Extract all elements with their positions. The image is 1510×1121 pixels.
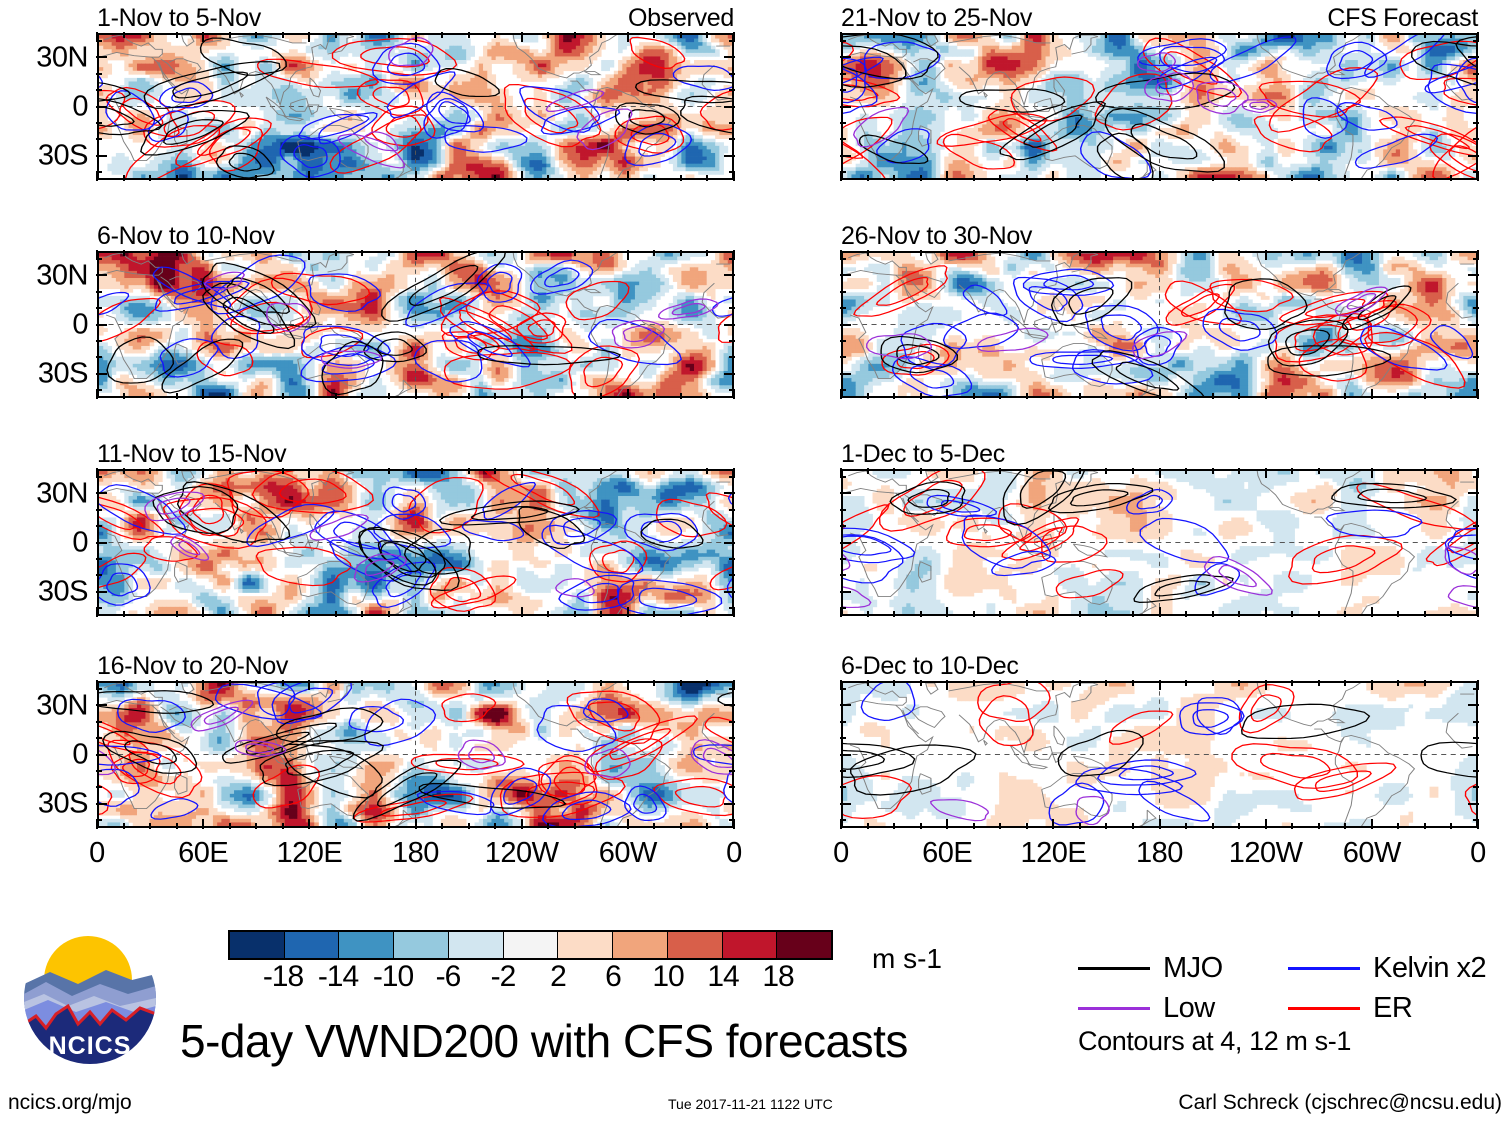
column-header-left: Observed	[628, 5, 734, 31]
panel-title-fcs-1: 21-Nov to 25-Nov	[841, 5, 1032, 31]
y-axis-label-0: 0	[72, 740, 88, 769]
map-plot-area-obs-1	[97, 33, 734, 180]
map-panel-obs-1: 1-Nov to 5-Nov Observed 30N 0 30S	[36, 5, 735, 181]
colorbar-tick-7: 10	[652, 962, 684, 992]
legend-item-kelvin-x2: Kelvin x2	[1288, 953, 1498, 983]
y-axis-label-0: 0	[72, 310, 88, 339]
colorbar-segment-3	[394, 932, 449, 958]
panel-title-fcs-4: 6-Dec to 10-Dec	[841, 653, 1019, 679]
panel-title-fcs-2: 26-Nov to 30-Nov	[841, 223, 1032, 249]
map-plot-area-obs-3	[97, 469, 734, 616]
ncics-logo: NCICS	[20, 928, 160, 1068]
map-panel-obs-4: 16-Nov to 20-Nov 30N 0 30S 0 60E 120E 180 120W 60…	[36, 653, 742, 868]
footer-link[interactable]: ncics.org/mjo	[8, 1092, 132, 1113]
map-panel-fcs-1: 21-Nov to 25-Nov CFS Forecast	[840, 5, 1479, 181]
y-axis-label-30S: 30S	[38, 577, 89, 606]
x-axis-label-left-1: 60E	[178, 839, 229, 868]
colorbar-units-label: m s-1	[872, 945, 942, 973]
contour-legend: MJO Kelvin x2 Low ER	[1078, 948, 1498, 1028]
x-axis-label-left-5: 60W	[599, 839, 658, 868]
x-axis-label-right-3: 180	[1136, 839, 1183, 868]
x-axis-label-right-5: 60W	[1343, 839, 1402, 868]
x-axis-label-left-0: 0	[89, 839, 105, 868]
logo-text: NCICS	[49, 1032, 132, 1060]
y-axis-label-0: 0	[72, 528, 88, 557]
panel-title-obs-2: 6-Nov to 10-Nov	[97, 223, 275, 249]
colorbar-tick-3: -6	[436, 962, 462, 992]
colorbar-tick-8: 14	[707, 962, 739, 992]
legend-line-swatch	[1288, 966, 1360, 970]
colorbar-gradient	[228, 930, 833, 960]
legend-label: Kelvin x2	[1373, 953, 1487, 983]
colorbar-segment-9	[722, 932, 778, 958]
x-axis-label-left-4: 120W	[485, 839, 559, 868]
x-axis-label-right-2: 120E	[1020, 839, 1086, 868]
footer-timestamp: Tue 2017-11-21 1122 UTC	[668, 1097, 833, 1111]
legend-label: Low	[1163, 993, 1215, 1023]
map-plot-area-obs-2	[97, 251, 734, 398]
x-axis-label-right-0: 0	[833, 839, 849, 868]
colorbar-tick-0: -18	[263, 962, 304, 992]
legend-item-low: Low	[1078, 993, 1288, 1023]
x-axis-label-left-3: 180	[392, 839, 439, 868]
map-panel-fcs-3: 1-Dec to 5-Dec	[840, 441, 1479, 617]
y-axis-label-30N: 30N	[36, 691, 88, 720]
map-plot-area-obs-4	[97, 681, 734, 828]
colorbar-tick-4: -2	[491, 962, 517, 992]
colorbar-segment-10	[777, 932, 832, 958]
colorbar-tick-5: 2	[550, 962, 567, 992]
y-axis-label-30N: 30N	[36, 43, 88, 72]
colorbar-segment-6	[558, 932, 614, 958]
colorbar-segment-1	[284, 932, 340, 958]
colorbar-segment-4	[448, 932, 504, 958]
y-axis-label-30N: 30N	[36, 479, 88, 508]
panel-title-obs-4: 16-Nov to 20-Nov	[97, 653, 288, 679]
footer-author: Carl Schreck (cjschrec@ncsu.edu)	[1178, 1092, 1502, 1113]
legend-row: Low ER	[1078, 988, 1498, 1028]
column-header-right: CFS Forecast	[1327, 5, 1478, 31]
legend-label: MJO	[1163, 953, 1223, 983]
panel-title-obs-1: 1-Nov to 5-Nov	[97, 5, 261, 31]
page-title: 5-day VWND200 with CFS forecasts	[180, 1016, 1060, 1066]
y-axis-label-0: 0	[72, 92, 88, 121]
legend-line-swatch	[1288, 1006, 1360, 1010]
x-axis-label-right-1: 60E	[922, 839, 973, 868]
legend-item-er: ER	[1288, 993, 1498, 1023]
colorbar-tick-6: 6	[605, 962, 622, 992]
map-plot-area-fcs-2	[841, 251, 1478, 398]
y-axis-label-30S: 30S	[38, 141, 89, 170]
map-plot-area-fcs-3	[841, 469, 1478, 616]
legend-line-swatch	[1078, 966, 1150, 970]
y-axis-label-30S: 30S	[38, 789, 89, 818]
legend-line-swatch	[1078, 1006, 1150, 1010]
map-panel-obs-2: 6-Nov to 10-Nov 30N 0 30S	[36, 223, 735, 399]
x-axis-label-right-4: 120W	[1229, 839, 1303, 868]
colorbar-segment-7	[613, 932, 668, 958]
colorbar: -18 -14 -10 -6 -2 2 6 10 14 18	[228, 930, 833, 992]
colorbar-segment-0	[230, 932, 285, 958]
map-plot-area-fcs-4	[841, 681, 1478, 828]
x-axis-label-left-6: 0	[726, 839, 742, 868]
map-panel-fcs-2: 26-Nov to 30-Nov	[840, 223, 1479, 399]
y-axis-label-30N: 30N	[36, 261, 88, 290]
legend-note: Contours at 4, 12 m s-1	[1078, 1028, 1351, 1055]
panel-title-obs-3: 11-Nov to 15-Nov	[97, 441, 287, 467]
legend-item-mjo: MJO	[1078, 953, 1288, 983]
legend-row: MJO Kelvin x2	[1078, 948, 1498, 988]
colorbar-tick-1: -14	[318, 962, 359, 992]
map-plot-area-fcs-1	[841, 33, 1478, 180]
colorbar-tick-2: -10	[373, 962, 414, 992]
colorbar-segment-5	[503, 932, 559, 958]
legend-label: ER	[1373, 993, 1413, 1023]
colorbar-tick-9: 18	[762, 962, 794, 992]
y-axis-label-30S: 30S	[38, 359, 89, 388]
map-panel-fcs-4: 6-Dec to 10-Dec 0 60E 120E 180 120W 60W 0	[833, 653, 1486, 868]
x-axis-label-left-2: 120E	[276, 839, 342, 868]
panel-title-fcs-3: 1-Dec to 5-Dec	[841, 441, 1005, 467]
map-panel-obs-3: 11-Nov to 15-Nov 30N 0 30S	[36, 441, 735, 617]
colorbar-segment-8	[667, 932, 723, 958]
colorbar-segment-2	[339, 932, 395, 958]
x-axis-label-right-6: 0	[1470, 839, 1486, 868]
